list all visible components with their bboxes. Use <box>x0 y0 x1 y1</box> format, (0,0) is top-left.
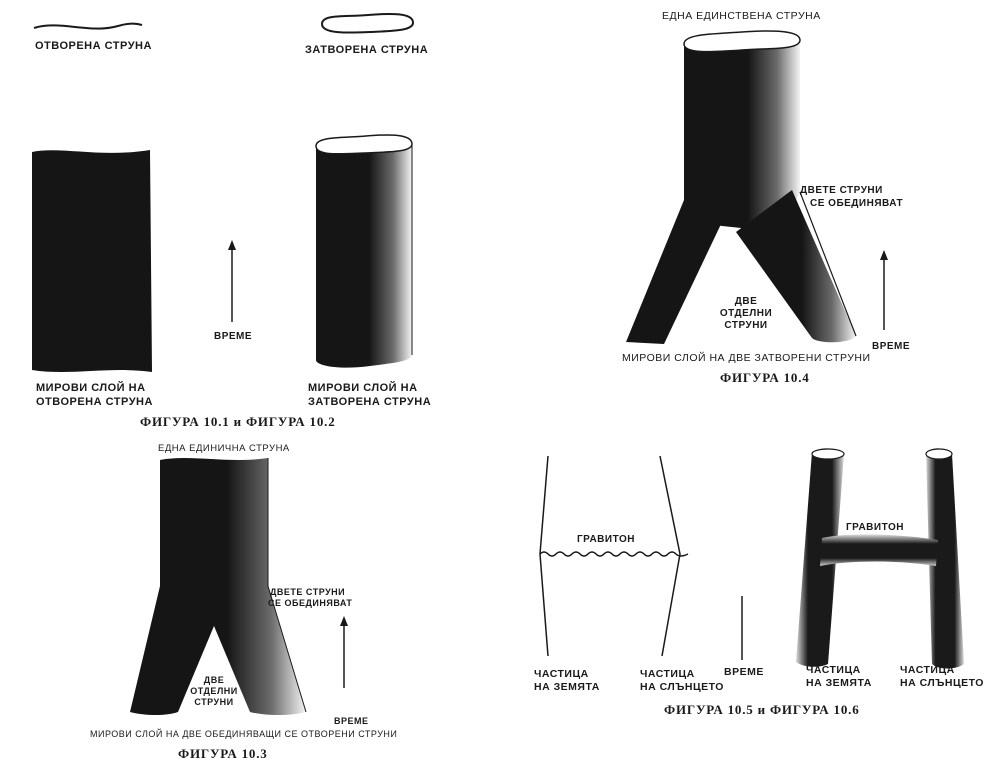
caption-figure-10-4: ФИГУРА 10.4 <box>720 370 810 385</box>
closed-string-worldtube <box>316 144 412 368</box>
earth-particle-label-line1: ЧАСТИЦА <box>534 668 589 680</box>
closed-worldtube-label-line1: МИРОВИ СЛОЙ НА <box>308 382 418 394</box>
two-strings-label-line2: ОТДЕЛНИ <box>719 308 773 319</box>
two-open-strings-label-line2: ОТДЕЛНИ <box>190 686 238 696</box>
worldtube-rim <box>315 134 413 155</box>
time-label: ВРЕМЕ <box>872 341 911 352</box>
time-label: ВРЕМЕ <box>214 331 253 342</box>
strings-join-label-line2: СЕ ОБЕДИНЯВАТ <box>810 198 904 209</box>
closed-trousers-right-leg <box>736 190 856 343</box>
closed-string-label: ЗАТВОРЕНА СТРУНА <box>305 44 429 56</box>
sun-tube-top <box>925 448 953 460</box>
time-arrow-head <box>228 240 236 250</box>
graviton-label: ГРАВИТОН <box>577 534 635 545</box>
graviton-wavy-line <box>539 551 689 557</box>
earth-string-label-line2: НА ЗЕМЯТА <box>806 677 872 689</box>
closed-worldsheet-bottom-label: МИРОВИ СЛОЙ НА ДВЕ ЗАТВОРЕНИ СТРУНИ <box>622 352 871 364</box>
closed-worldtube-label-line2: ЗАТВОРЕНА СТРУНА <box>308 396 432 408</box>
caption-figure-10-3: ФИГУРА 10.3 <box>178 746 268 761</box>
open-trousers-shape <box>130 458 306 715</box>
sun-string-worldtube <box>926 448 964 669</box>
caption-figure-10-5-10-6: ФИГУРА 10.5 и ФИГУРА 10.6 <box>664 702 860 717</box>
two-open-strings-label-line3: СТРУНИ <box>194 697 234 707</box>
two-strings-label-line3: СТРУНИ <box>724 320 768 331</box>
graviton-string-label: ГРАВИТОН <box>846 522 904 533</box>
earth-particle-worldline <box>539 455 549 657</box>
closed-trousers-right-leg-edge <box>799 191 857 337</box>
earth-string-label-line1: ЧАСТИЦА <box>806 664 861 676</box>
open-worldsheet-label-line1: МИРОВИ СЛОЙ НА <box>36 382 146 394</box>
closed-trousers-trunk <box>684 44 800 232</box>
earth-tube-top <box>811 448 845 460</box>
closed-string-loop <box>320 12 414 34</box>
two-open-strings-label-line1: ДВЕ <box>203 675 225 685</box>
time-arrow-head <box>340 616 348 626</box>
closed-trousers-left-leg <box>626 200 722 344</box>
open-string-worldsheet <box>32 150 152 372</box>
open-worldsheet-label-line2: ОТВОРЕНА СТРУНА <box>36 396 153 408</box>
earth-string-worldtube <box>796 448 844 667</box>
open-strings-join-label-line1: ДВЕТЕ СТРУНИ <box>270 587 346 597</box>
earth-particle-label-line2: НА ЗЕМЯТА <box>534 681 600 693</box>
open-string-curve <box>33 22 143 30</box>
sun-string-label-line1: ЧАСТИЦА <box>900 664 955 676</box>
open-worldsheet-bottom-label: МИРОВИ СЛОЙ НА ДВЕ ОБЕДИНЯВАЩИ СЕ ОТВОРЕ… <box>90 729 398 739</box>
graviton-string-tube <box>820 534 938 566</box>
time-label: ВРЕМЕ <box>724 666 764 678</box>
closed-trousers-top-rim <box>683 30 801 53</box>
strings-join-label-line1: ДВЕТЕ СТРУНИ <box>800 185 883 196</box>
closed-trousers-crotch <box>700 252 806 338</box>
sun-particle-worldline <box>659 455 681 657</box>
sun-particle-label-line1: ЧАСТИЦА <box>640 668 695 680</box>
two-strings-label-line1: ДВЕ <box>734 296 758 307</box>
time-arrow-head <box>880 250 888 260</box>
time-label: ВРЕМЕ <box>334 716 369 726</box>
single-open-string-label: ЕДНА ЕДИНИЧНА СТРУНА <box>158 443 290 454</box>
sun-particle-label-line2: НА СЛЪНЦЕТО <box>640 681 724 693</box>
open-trousers-outline <box>267 458 307 713</box>
open-strings-join-label-line2: СЕ ОБЕДИНЯВАТ <box>268 598 353 608</box>
open-string-label: ОТВОРЕНА СТРУНА <box>35 40 152 52</box>
sun-string-label-line2: НА СЛЪНЦЕТО <box>900 677 984 689</box>
single-closed-string-label: ЕДНА ЕДИНСТВЕНА СТРУНА <box>662 10 821 22</box>
caption-figure-10-1-10-2: ФИГУРА 10.1 и ФИГУРА 10.2 <box>140 414 336 429</box>
